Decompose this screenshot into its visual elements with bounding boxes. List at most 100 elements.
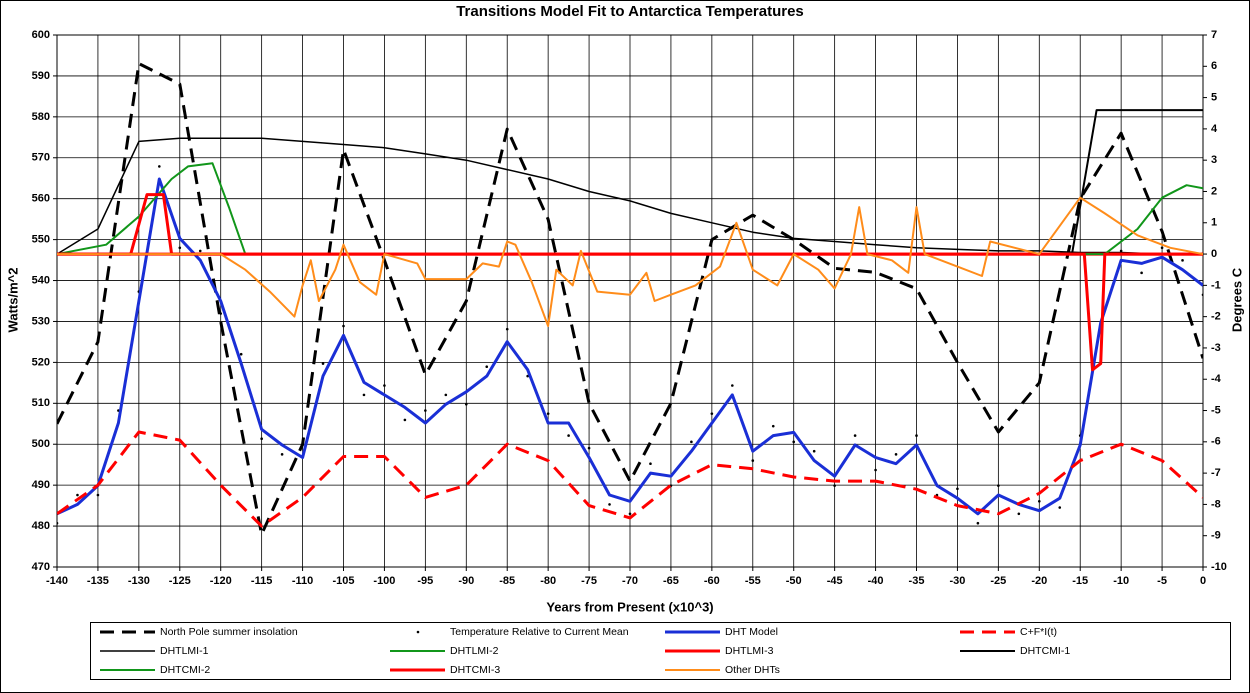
legend <box>90 622 1231 680</box>
y-axis-label: Watts/m^2 <box>5 268 20 333</box>
data-point <box>219 312 223 315</box>
y2-tick-label: -5 <box>1211 404 1221 416</box>
y-tick-label: 530 <box>32 315 50 327</box>
legend-label: Temperature Relative to Current Mean <box>450 626 629 638</box>
x-tick-label: -120 <box>210 575 232 587</box>
x-tick-label: -135 <box>87 575 109 587</box>
data-point <box>976 521 980 525</box>
y2-tick-label: -4 <box>1211 373 1222 385</box>
x-tick-label: -15 <box>1072 575 1088 587</box>
x-tick-label: -75 <box>581 575 597 587</box>
y-tick-label: 590 <box>32 70 50 82</box>
y-tick-label: 470 <box>32 561 50 573</box>
data-point <box>239 352 243 356</box>
legend-label: C+F*I(t) <box>1020 626 1057 638</box>
data-point <box>567 434 570 437</box>
data-point <box>915 434 918 437</box>
data-point <box>1181 259 1184 262</box>
series-line <box>57 196 1203 327</box>
x-tick-label: -10 <box>1113 575 1129 587</box>
y-tick-label: 490 <box>32 479 50 491</box>
y-tick-label: 510 <box>32 397 50 409</box>
series-line <box>57 62 1203 536</box>
y-tick-label: 570 <box>32 152 50 164</box>
y2-tick-label: 0 <box>1211 248 1217 260</box>
x-tick-label: -125 <box>169 575 191 587</box>
y2-tick-label: -1 <box>1211 279 1221 291</box>
legend-label: Other DHTs <box>725 664 780 676</box>
x-tick-label: -60 <box>704 575 720 587</box>
x-tick-label: -25 <box>990 575 1006 587</box>
data-point <box>96 493 100 497</box>
x-tick-label: -130 <box>128 575 150 587</box>
data-point <box>731 384 734 387</box>
data-point <box>1017 512 1021 516</box>
x-tick-label: -140 <box>46 575 68 587</box>
data-point <box>76 493 79 497</box>
data-point <box>362 393 366 397</box>
legend-symbol <box>416 630 420 634</box>
data-point <box>1119 249 1123 253</box>
data-point <box>792 440 796 444</box>
data-point <box>424 409 427 412</box>
y-tick-label: 520 <box>32 356 50 368</box>
data-point <box>628 512 632 516</box>
data-point <box>383 384 386 387</box>
x-tick-label: 0 <box>1200 575 1206 587</box>
x-tick-label: -115 <box>251 575 272 587</box>
data-point <box>403 418 407 422</box>
y-tick-label: 580 <box>32 111 50 123</box>
x-tick-label: -110 <box>292 575 313 587</box>
x-axis-label: Years from Present (x10^3) <box>546 599 713 614</box>
x-tick-label: -95 <box>417 575 433 587</box>
x-tick-label: -5 <box>1157 575 1167 587</box>
data-point <box>260 437 263 440</box>
y2-tick-label: -2 <box>1211 311 1221 323</box>
y2-tick-label: 2 <box>1211 185 1217 197</box>
series-line <box>57 430 1203 528</box>
x-tick-label: -30 <box>949 575 965 587</box>
y2-tick-label: -3 <box>1211 342 1221 354</box>
legend-label: North Pole summer insolation <box>160 626 298 638</box>
x-tick-label: -100 <box>373 575 395 587</box>
data-point <box>587 446 591 450</box>
y2-tick-label: 4 <box>1211 123 1218 135</box>
data-point <box>321 362 325 365</box>
data-point <box>874 468 877 472</box>
data-point <box>894 453 898 456</box>
legend-label: DHTLMI-1 <box>160 645 209 657</box>
data-point <box>444 393 448 397</box>
data-point <box>505 327 509 331</box>
data-point <box>464 402 468 406</box>
data-point <box>301 443 304 447</box>
data-point <box>57 521 59 525</box>
x-tick-label: -35 <box>909 575 925 587</box>
data-point <box>751 459 755 462</box>
y2-tick-label: -9 <box>1211 530 1221 542</box>
y2-tick-label: 5 <box>1211 91 1217 103</box>
y-tick-label: 550 <box>32 234 50 246</box>
y2-tick-label: -7 <box>1211 467 1221 479</box>
x-tick-label: -55 <box>745 575 761 587</box>
legend-label: DHTLMI-2 <box>450 645 499 657</box>
legend-label: DHT Model <box>725 626 778 638</box>
x-tick-label: -85 <box>499 575 515 587</box>
data-point <box>608 503 611 506</box>
x-tick-label: -80 <box>540 575 556 587</box>
x-tick-label: -40 <box>868 575 884 587</box>
data-point <box>853 434 857 437</box>
data-point <box>158 165 161 168</box>
data-point <box>280 453 284 456</box>
legend-label: DHTLMI-3 <box>725 645 774 657</box>
y-tick-label: 540 <box>32 274 50 286</box>
x-tick-label: -65 <box>663 575 679 587</box>
y-tick-label: 500 <box>32 438 50 450</box>
x-tick-label: -20 <box>1031 575 1047 587</box>
data-point <box>1140 271 1143 275</box>
series-layer <box>57 62 1203 536</box>
chart-title: Transitions Model Fit to Antarctica Temp… <box>456 3 804 20</box>
y2-tick-label: -10 <box>1211 561 1227 573</box>
data-point <box>710 412 714 415</box>
x-tick-label: -50 <box>786 575 802 587</box>
